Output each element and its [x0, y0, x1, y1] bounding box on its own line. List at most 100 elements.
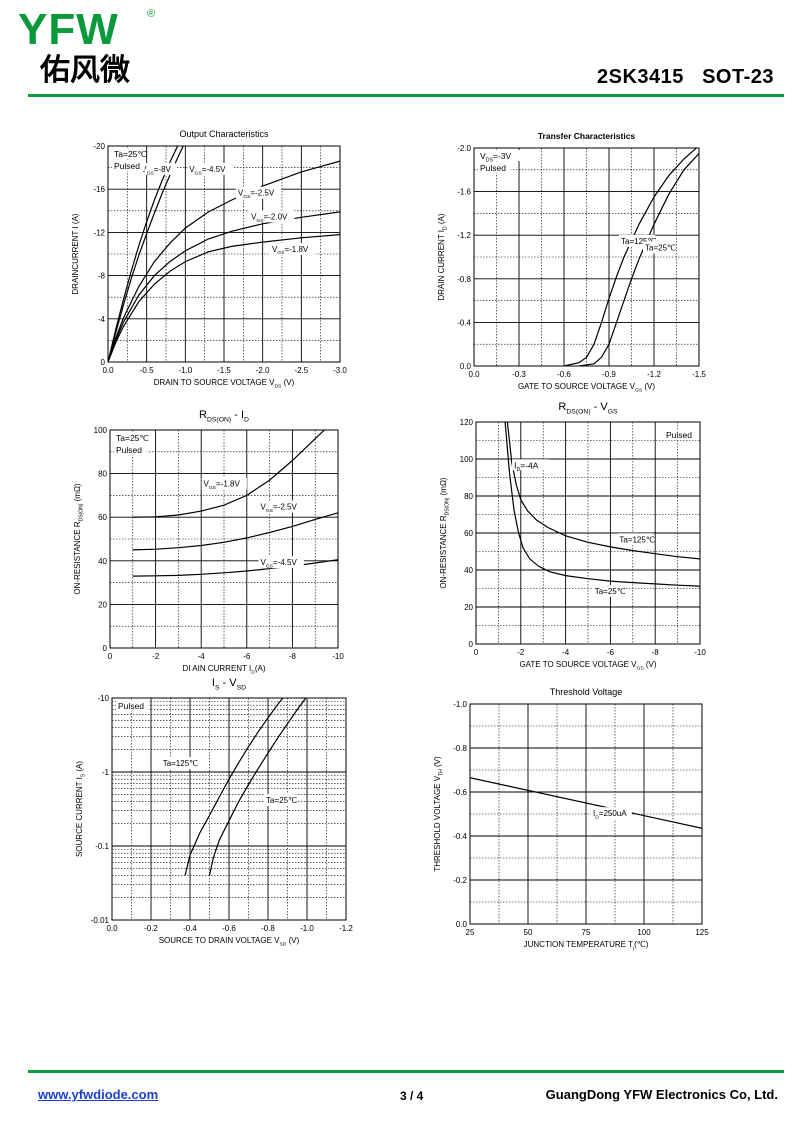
series-line-1	[108, 146, 179, 362]
x-tick-label: -4	[198, 652, 206, 661]
x-tick-label: -6	[243, 652, 251, 661]
label-bg	[643, 241, 675, 254]
plot-area: 0 -2 -4 -6 -8 -10 0 20 40 60 80 100 VGS=-1.8V VGS=-2.…	[73, 409, 344, 675]
x-tick-label: 0.0	[468, 370, 480, 379]
label-bg	[249, 210, 295, 223]
y-tick-label: -1	[102, 768, 110, 777]
chart-note: ID=-4A	[514, 460, 539, 473]
note-bg	[114, 432, 147, 443]
chart-note: Pulsed	[116, 445, 142, 455]
curve-label: Ta=125℃	[621, 237, 656, 246]
note-bg	[114, 444, 147, 455]
curve-label: Ta=25℃	[645, 243, 676, 252]
x-tick-label: -4	[562, 648, 570, 657]
y-tick-label: -0.8	[457, 275, 471, 284]
chart-title: Threshold Voltage	[550, 687, 623, 697]
y-tick-label: 40	[98, 557, 107, 566]
x-tick-label: -8	[652, 648, 660, 657]
label-bg	[160, 757, 197, 770]
series-line-1	[506, 422, 700, 560]
y-axis-label: SOURCE CURRENT IS (A)	[75, 761, 86, 857]
chart-title: RDS(ON) - VGS	[558, 401, 618, 415]
chart-title: RDS(ON) - ID	[199, 409, 249, 423]
rdson-vs-id-chart: 0 -2 -4 -6 -8 -10 0 20 40 60 80 100 VGS=-1.8V VGS=-2.…	[73, 409, 344, 675]
x-tick-label: 75	[582, 928, 591, 937]
y-tick-label: 80	[98, 470, 107, 479]
x-tick-label: 0.0	[102, 366, 114, 375]
plot-area: 0.0 -0.5 -1.0 -1.5 -2.0 -2.5 -3.0 0 -4 -8 -12 -16 -2…	[71, 129, 347, 389]
page-number: 3 / 4	[400, 1089, 424, 1103]
y-tick-label: 100	[94, 426, 108, 435]
note-bg	[478, 162, 511, 173]
y-tick-label: 40	[464, 566, 473, 575]
header-rule	[28, 94, 784, 97]
is-vs-vsd-chart: 0.0 -0.2 -0.4 -0.6 -0.8 -1.0 -1.2 -0.01 -0.1 -1 -1…	[75, 677, 353, 947]
series-line-3	[108, 160, 340, 362]
y-tick-label: 100	[460, 455, 474, 464]
threshold-voltage-chart: 25 50 75 100 125 0.0 -0.2 -0.4 -0.6 -0.8 -1.0 ID=25…	[433, 687, 709, 951]
y-tick-label: -1.2	[457, 231, 471, 240]
curve-label: VGS=-2.0V	[251, 212, 288, 223]
x-axis-label: JUNCTION TEMPERATURE Tj(℃)	[524, 940, 649, 951]
series-line-5	[108, 234, 340, 362]
y-tick-label: 20	[98, 600, 107, 609]
y-tick-label: -2.0	[457, 144, 471, 153]
y-tick-label: -0.4	[457, 318, 471, 327]
x-tick-label: -10	[332, 652, 344, 661]
curve-label: Ta=125℃	[619, 535, 654, 544]
x-tick-label: -10	[694, 648, 706, 657]
x-tick-label: -8	[289, 652, 297, 661]
curve-label: Ta=25℃	[266, 796, 297, 805]
chart-note: Pulsed	[666, 430, 692, 440]
x-tick-label: 25	[466, 928, 475, 937]
x-tick-label: -0.4	[183, 924, 197, 933]
y-tick-label: -10	[97, 694, 109, 703]
y-tick-label: -0.8	[453, 744, 467, 753]
note-bg	[661, 429, 694, 440]
x-tick-label: -0.8	[261, 924, 275, 933]
curve-label: VGS=-4.5V	[189, 165, 226, 176]
series-line-2	[578, 153, 699, 366]
y-axis-label: DRAIN CURRENT ID (A)	[437, 213, 448, 300]
curve-label: VGS=-2.5V	[238, 189, 275, 200]
note-bg	[512, 459, 550, 471]
plot-area: 0 -2 -4 -6 -8 -10 0 20 40 60 80 100 120 Ta=125℃ Ta=25℃…	[439, 401, 706, 671]
x-tick-label: -0.9	[602, 370, 616, 379]
label-bg	[592, 585, 625, 598]
label-bg	[617, 533, 654, 546]
x-axis-label: DI AIN CURRENT ID(A)	[183, 664, 266, 675]
y-tick-label: -0.01	[91, 916, 110, 925]
x-tick-label: -1.0	[300, 924, 314, 933]
x-tick-label: -6	[607, 648, 615, 657]
note-bg	[478, 150, 521, 161]
y-axis-label: DRAINCURRENT I (A)	[71, 213, 80, 295]
x-tick-label: 100	[637, 928, 651, 937]
label-bg	[258, 556, 304, 569]
y-tick-label: -4	[98, 315, 106, 324]
chart-note: Pulsed	[118, 701, 144, 711]
x-tick-label: -0.2	[144, 924, 158, 933]
part-number: 2SK3415 SOT-23	[597, 66, 774, 88]
x-tick-label: -0.6	[222, 924, 236, 933]
plot-area: 25 50 75 100 125 0.0 -0.2 -0.4 -0.6 -0.8 -1.0 ID=25…	[433, 687, 709, 951]
y-tick-label: -1.6	[457, 188, 471, 197]
curve-label: VGS=-1.8V	[203, 480, 240, 491]
y-tick-label: 0	[469, 640, 474, 649]
note-bg	[112, 148, 145, 159]
series-line-2	[132, 512, 338, 551]
y-tick-label: -1.0	[453, 700, 467, 709]
x-tick-label: -1.5	[692, 370, 706, 379]
series-line-3	[132, 559, 338, 577]
website-link[interactable]: www.yfwdiode.com	[38, 1087, 159, 1102]
x-axis-label: SOURCE TO DRAIN VOLTAGE VSD (V)	[159, 936, 300, 947]
y-tick-label: 20	[464, 603, 473, 612]
x-tick-label: -1.5	[217, 366, 231, 375]
note-bg	[116, 700, 149, 711]
y-tick-label: -20	[93, 142, 105, 151]
rdson-vs-vgs-chart: 0 -2 -4 -6 -8 -10 0 20 40 60 80 100 120 Ta=125℃ Ta=25℃…	[439, 401, 706, 671]
label-bg	[139, 162, 176, 175]
y-axis-label: ON-RESISTANCE RDS(ON) (mΩ)	[439, 477, 450, 589]
label-bg	[258, 500, 304, 513]
x-tick-label: -1.2	[339, 924, 353, 933]
x-tick-label: 50	[524, 928, 533, 937]
